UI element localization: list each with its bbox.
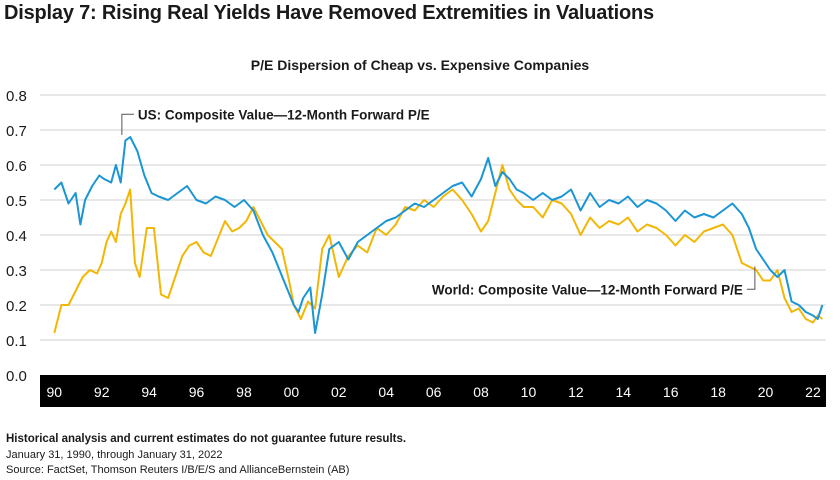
chart-title: P/E Dispersion of Cheap vs. Expensive Co…: [250, 57, 590, 73]
world-annotation-label: World: Composite Value—12-Month Forward …: [432, 282, 743, 297]
line-chart: 0.0 0.1 0.2 0.3 0.4 0.5 0.6 0.7 0.8 90 92 94 96 98 00 0…: [6, 88, 826, 407]
x-tick-label: 06: [426, 384, 442, 400]
y-tick-label: 0.1: [6, 333, 27, 350]
x-tick-label: 96: [189, 384, 205, 400]
y-tick-label: 0.2: [6, 298, 27, 315]
x-tick-label: 20: [758, 384, 774, 400]
world-series-line: [53, 164, 823, 334]
period-note: January 31, 1990, through January 31, 20…: [6, 449, 223, 461]
x-tick-label: 90: [47, 384, 63, 400]
x-tick-label: 94: [141, 384, 157, 400]
x-axis-band: [40, 375, 826, 407]
x-tick-label: 22: [805, 384, 821, 400]
source-note: Source: FactSet, Thomson Reuters I/B/E/S…: [6, 464, 350, 476]
y-tick-label: 0.7: [6, 123, 27, 140]
world-annotation-leader: [746, 266, 756, 290]
x-tick-label: 08: [473, 384, 489, 400]
us-series-line: [53, 136, 824, 334]
display-title: Display 7: Rising Real Yields Have Remov…: [4, 2, 654, 24]
x-tick-label: 18: [710, 384, 726, 400]
x-tick-label: 14: [616, 384, 632, 400]
x-tick-label: 00: [284, 384, 300, 400]
y-tick-label: 0.0: [6, 368, 27, 385]
disclaimer-note: Historical analysis and current estimate…: [6, 433, 407, 445]
us-annotation-label: US: Composite Value—12-Month Forward P/E: [138, 107, 430, 122]
x-tick-label: 10: [521, 384, 537, 400]
x-tick-label: 98: [236, 384, 252, 400]
us-annotation-leader: [121, 113, 134, 135]
x-tick-label: 02: [331, 384, 347, 400]
x-tick-label: 16: [663, 384, 679, 400]
y-tick-label: 0.4: [6, 228, 27, 245]
x-tick-label: 04: [378, 384, 394, 400]
y-tick-label: 0.5: [6, 193, 27, 210]
x-tick-label: 92: [94, 384, 110, 400]
y-tick-label: 0.3: [6, 263, 27, 280]
x-tick-label: 12: [568, 384, 584, 400]
y-tick-label: 0.8: [6, 88, 27, 105]
y-tick-label: 0.6: [6, 158, 27, 175]
